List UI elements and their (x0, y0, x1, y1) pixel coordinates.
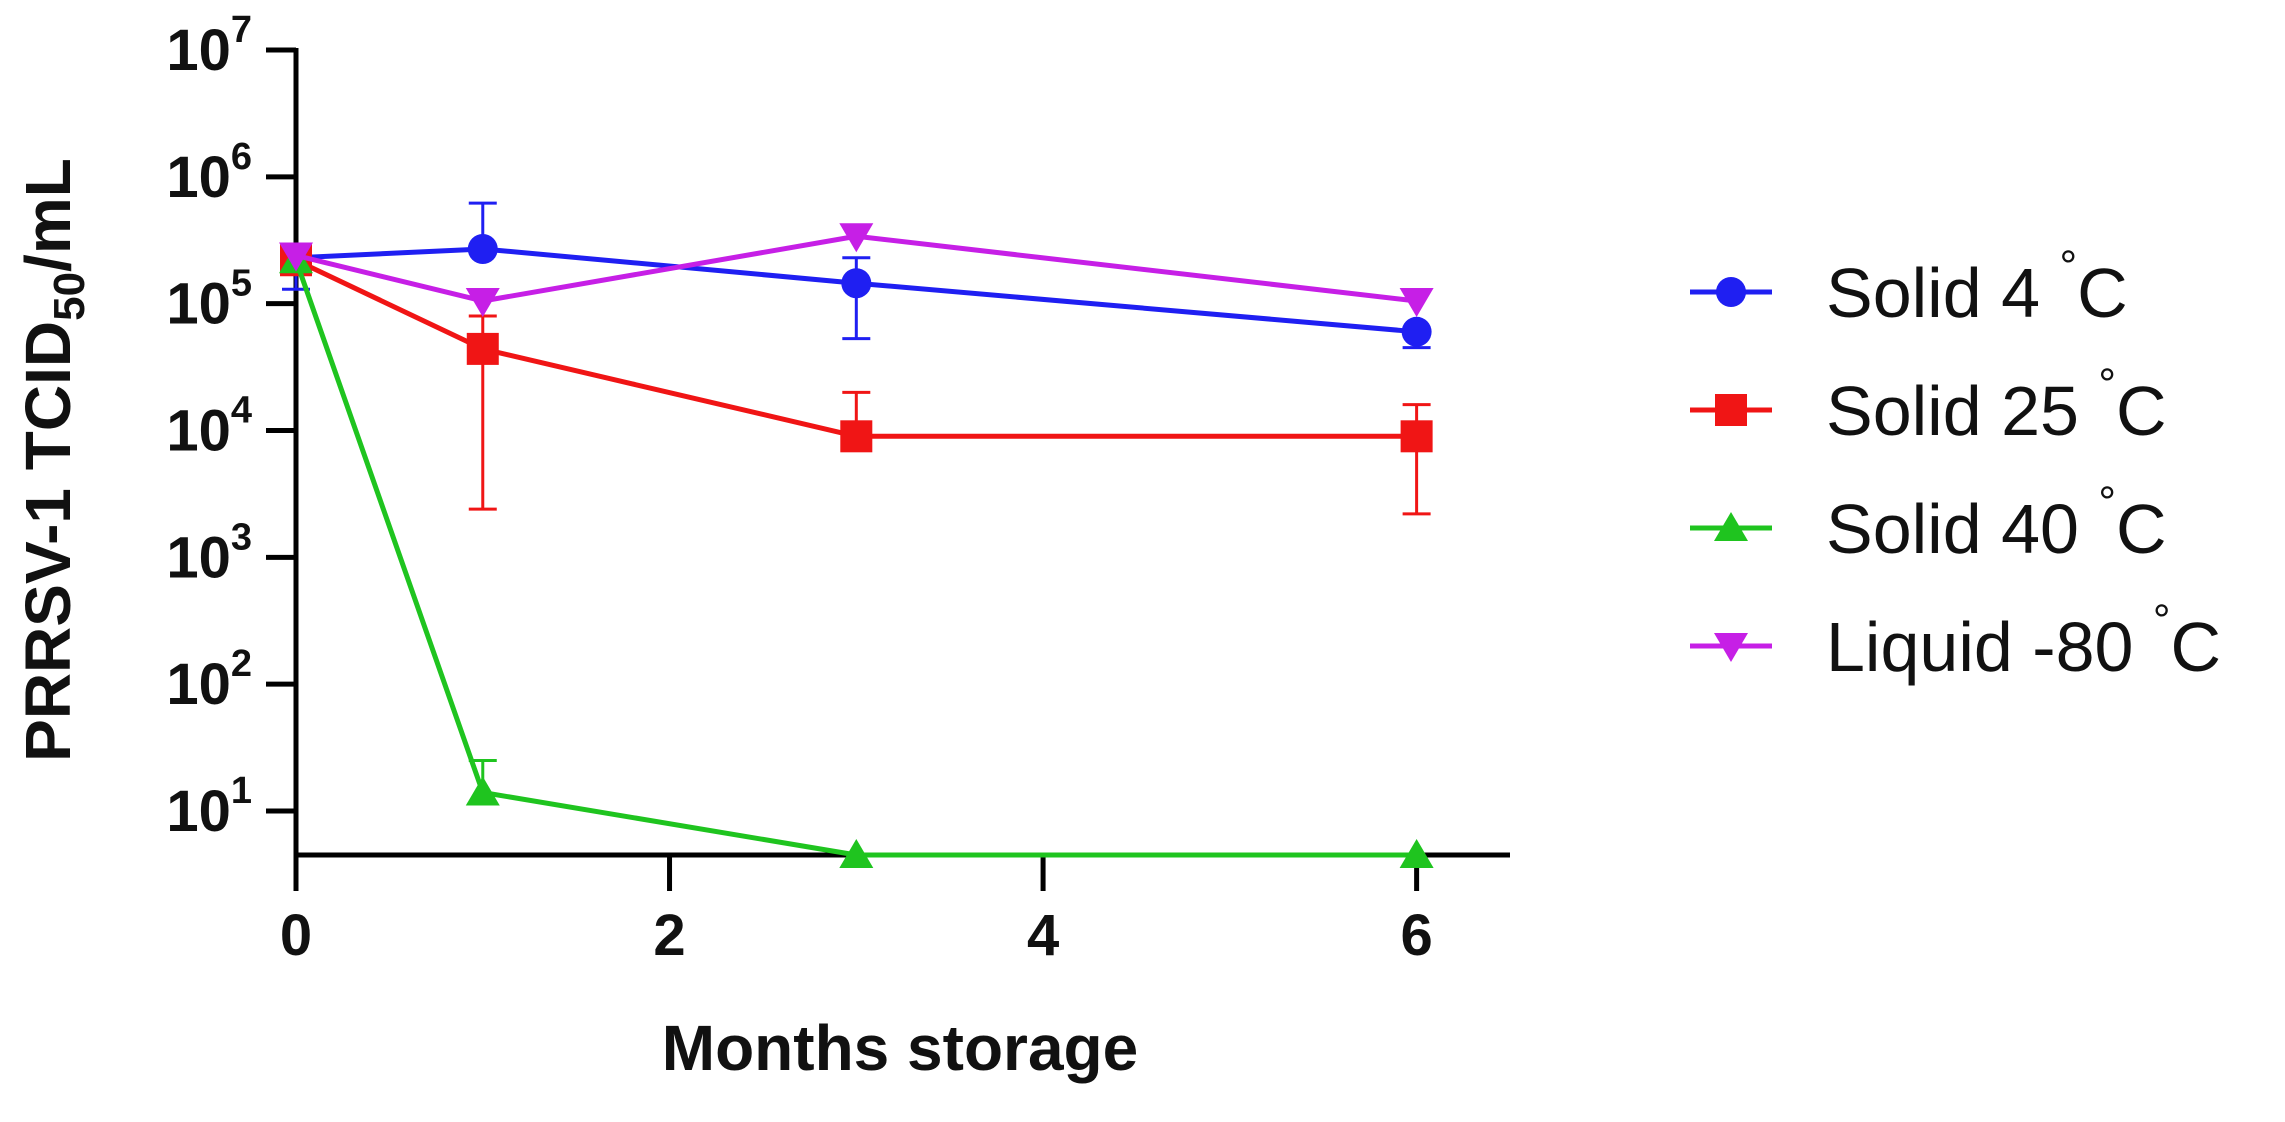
data-point (839, 839, 874, 868)
legend-label-text: Solid 40 (1826, 490, 2098, 568)
legend-unit: C (2116, 372, 2167, 450)
series-line (295, 233, 1417, 304)
y-tick-label-base: 10 (166, 18, 231, 83)
y-tick-label-base: 10 (166, 779, 231, 844)
legend-item-3: Liquid -80 °C (1690, 596, 2221, 686)
legend-marker (1714, 512, 1748, 541)
legend-marker (1714, 633, 1748, 662)
series-2 (279, 244, 1434, 868)
y-tick-label: 103 (166, 516, 252, 590)
legend-label: Solid 25 °C (1826, 360, 2167, 450)
series-3 (279, 223, 1434, 317)
data-point (839, 223, 874, 253)
y-tick-label: 104 (166, 390, 252, 464)
data-point (1399, 287, 1434, 317)
y-tick-label-base: 10 (166, 652, 231, 717)
data-point (465, 287, 500, 317)
legend-marker (1716, 277, 1746, 307)
y-tick-label-exponent: 4 (231, 390, 252, 432)
data-point (465, 776, 500, 806)
legend-unit: C (2077, 254, 2128, 332)
plot-area (279, 201, 1434, 868)
y-tick-label: 102 (166, 643, 252, 717)
legend-degree-mark: ° (2098, 478, 2116, 527)
legend-label-text: Solid 4 (1826, 254, 2059, 332)
legend-item-2: Solid 40 °C (1690, 478, 2167, 568)
y-tick-label: 101 (166, 770, 252, 844)
x-tick-label: 2 (653, 903, 685, 968)
data-point (840, 420, 873, 453)
data-point (279, 242, 313, 272)
legend-label: Liquid -80 °C (1826, 596, 2221, 686)
legend-unit: C (2116, 490, 2167, 568)
y-tick-label-exponent: 7 (231, 9, 252, 51)
y-axis-title-main: PRRSV-1 TCID (12, 321, 84, 762)
y-tick-label: 105 (166, 263, 252, 337)
legend-label: Solid 40 °C (1826, 478, 2167, 568)
x-tick-label: 4 (1027, 903, 1059, 968)
legend-label-text: Liquid -80 (1826, 608, 2153, 686)
y-axis-title-subscript: 50 (45, 272, 94, 321)
data-point (1399, 839, 1434, 868)
y-axis-title-unit: /mL (12, 158, 84, 272)
data-point (1401, 316, 1432, 347)
y-tick-label-exponent: 5 (231, 263, 252, 305)
y-tick-label-exponent: 6 (231, 136, 252, 178)
y-tick-label-base: 10 (166, 272, 231, 337)
legend-degree-mark: ° (2153, 596, 2171, 645)
y-tick-label-base: 10 (166, 145, 231, 210)
data-point (841, 268, 872, 299)
y-tick-label: 106 (166, 136, 252, 210)
data-point (467, 233, 498, 264)
y-tick-label-exponent: 3 (231, 516, 252, 558)
series-line (293, 259, 1417, 858)
x-axis-title: Months storage (662, 1012, 1138, 1084)
series-line (295, 246, 1417, 335)
y-tick-label: 107 (166, 9, 252, 83)
legend-label-text: Solid 25 (1826, 372, 2098, 450)
legend-label: Solid 4 °C (1826, 242, 2128, 332)
series-line (294, 257, 1417, 439)
x-tick-label: 6 (1400, 903, 1432, 968)
legend-marker (1715, 394, 1747, 426)
x-tick-label: 0 (280, 903, 312, 968)
data-point (1400, 420, 1433, 453)
y-tick-label-exponent: 1 (231, 770, 252, 812)
y-tick-label-exponent: 2 (231, 643, 252, 685)
legend-unit: C (2171, 608, 2222, 686)
legend-degree-mark: ° (2098, 360, 2116, 409)
legend-item-1: Solid 25 °C (1690, 360, 2167, 450)
y-tick-label-base: 10 (166, 525, 231, 590)
legend-item-0: Solid 4 °C (1690, 242, 2128, 332)
data-point (466, 332, 499, 365)
y-tick-label-base: 10 (166, 399, 231, 464)
y-axis-title: PRRSV-1 TCID50/mL (12, 158, 94, 762)
legend-degree-mark: ° (2059, 242, 2077, 291)
